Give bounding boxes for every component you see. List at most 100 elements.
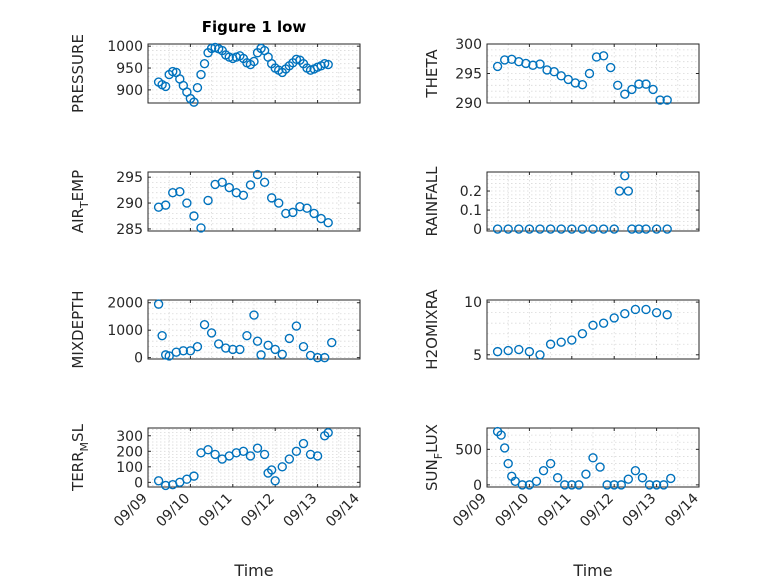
x-tick-label: 09/09 (450, 491, 490, 531)
x-tick-label: 09/12 (238, 491, 278, 531)
data-point (605, 62, 616, 73)
data-point (641, 224, 651, 234)
data-point (196, 223, 206, 233)
data-point (302, 203, 312, 213)
y-axis-label: AIRTEMP (69, 170, 91, 233)
data-point (528, 60, 538, 70)
data-point (591, 52, 602, 62)
data-point (644, 480, 655, 490)
x-tick-label: 09/09 (111, 491, 151, 531)
data-point (524, 224, 535, 234)
data-point (206, 328, 217, 338)
data-point (192, 83, 203, 93)
data-point (567, 224, 577, 234)
x-tick-label: 09/11 (196, 491, 236, 531)
data-point (263, 340, 273, 350)
data-point (274, 198, 284, 208)
data-point (588, 453, 598, 463)
data-point (641, 79, 651, 89)
data-point (259, 449, 270, 460)
data-point (492, 224, 503, 234)
data-point (588, 320, 598, 330)
data-point (503, 224, 513, 234)
data-point (252, 443, 263, 453)
data-point (281, 208, 291, 219)
data-point (651, 307, 662, 318)
x-tick-label: 09/13 (620, 491, 660, 531)
data-point (556, 224, 566, 234)
y-tick-label: 285 (116, 222, 143, 238)
data-point (620, 89, 630, 99)
subplot-4: 0 0.1 0.2 RAINFALL (423, 166, 700, 238)
y-axis-label: H2OMIXRA (423, 289, 441, 370)
y-tick-label: 0 (134, 351, 143, 367)
x-tick-label: 09/12 (577, 491, 617, 531)
axes-frame (486, 299, 700, 360)
data-point (157, 330, 167, 341)
axes-frame (147, 427, 361, 488)
data-point (189, 97, 199, 107)
data-point (210, 449, 220, 460)
data-point (662, 310, 672, 320)
data-point (627, 84, 637, 95)
data-point (238, 446, 249, 456)
data-point (309, 208, 319, 219)
data-point (284, 454, 295, 464)
y-axis-label: RAINFALL (423, 166, 441, 237)
data-point (577, 329, 588, 339)
data-point (270, 476, 280, 486)
data-point (577, 224, 588, 234)
y-tick-label: 500 (455, 442, 482, 458)
data-point (291, 321, 302, 331)
data-point (323, 427, 333, 438)
data-point (535, 224, 545, 234)
data-point (323, 59, 333, 70)
data-point (623, 474, 634, 484)
data-point (291, 446, 302, 456)
data-point (524, 346, 535, 357)
data-point (160, 81, 171, 92)
data-point (270, 344, 280, 355)
data-point (648, 84, 658, 95)
data-point (228, 344, 238, 355)
data-point (651, 480, 662, 490)
data-point (213, 339, 224, 349)
data-point (235, 344, 245, 355)
y-tick-label: 300 (116, 429, 143, 445)
data-point (291, 54, 302, 64)
data-point (238, 190, 249, 200)
data-point (249, 56, 259, 67)
y-axis-label: MIXDEPTH (69, 290, 87, 368)
data-point (627, 224, 637, 234)
y-tick-label: 290 (455, 96, 482, 112)
data-point (613, 80, 623, 91)
data-point (327, 337, 337, 348)
data-point (171, 347, 181, 357)
y-tick-label: 10 (464, 295, 482, 311)
x-tick-label: 09/11 (535, 491, 575, 531)
data-point (256, 350, 266, 360)
data-point (545, 458, 556, 469)
data-point (616, 480, 626, 490)
data-point (196, 69, 206, 80)
data-point (168, 188, 178, 198)
data-point (567, 480, 577, 490)
data-point (277, 462, 287, 472)
y-tick-label: 1000 (107, 39, 143, 55)
data-point (206, 43, 217, 54)
data-point (217, 177, 227, 188)
axes-frame (486, 43, 700, 104)
data-point (288, 207, 298, 218)
data-point (203, 195, 213, 206)
y-tick-label: 295 (116, 170, 143, 186)
data-point (623, 186, 634, 196)
data-point (319, 58, 330, 69)
y-tick-label: 300 (455, 37, 482, 53)
data-point (503, 345, 513, 356)
data-point (175, 186, 185, 197)
data-point (538, 465, 549, 476)
data-point (531, 476, 542, 487)
y-tick-label: 100 (116, 460, 143, 476)
